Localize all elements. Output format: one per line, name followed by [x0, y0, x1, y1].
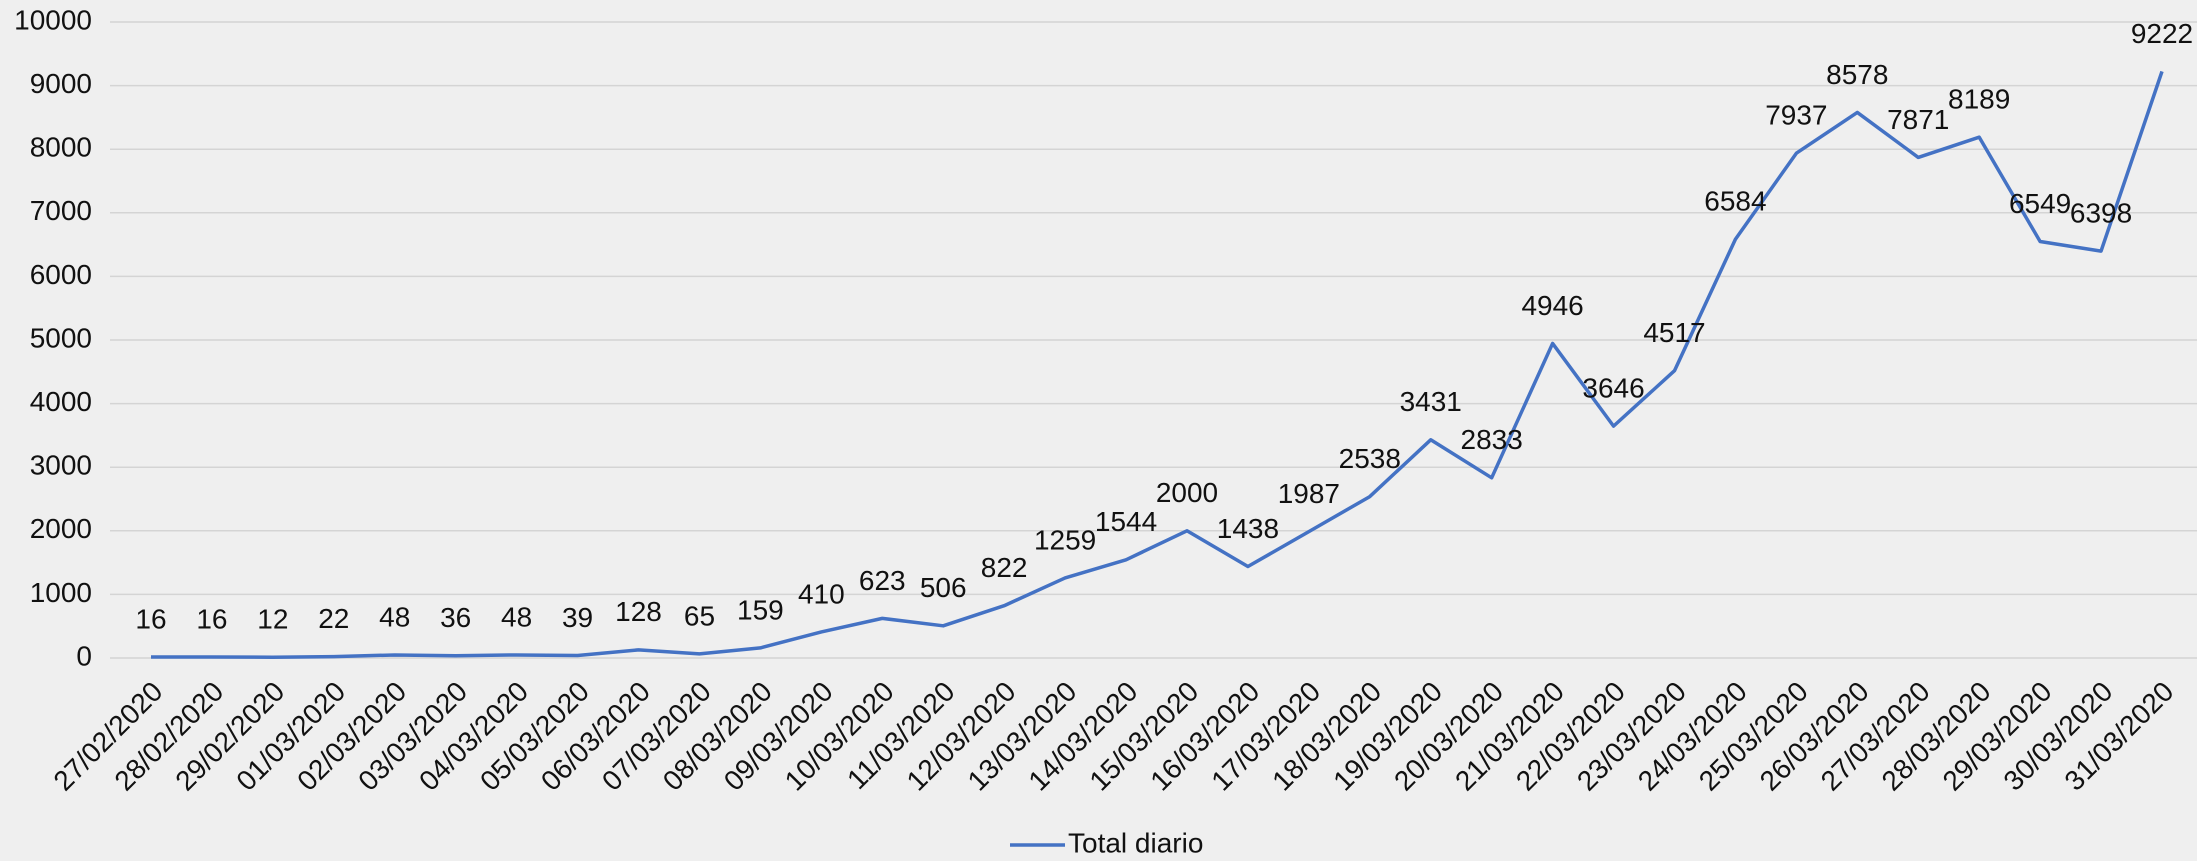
data-label: 39 [562, 602, 593, 633]
data-label: 8578 [1826, 59, 1888, 90]
data-label: 7871 [1887, 104, 1949, 135]
data-label: 22 [318, 603, 349, 634]
data-label: 6398 [2070, 197, 2132, 228]
data-label: 36 [440, 602, 471, 633]
data-label: 4946 [1521, 290, 1583, 321]
data-label: 3646 [1582, 373, 1644, 404]
y-tick-label: 8000 [30, 132, 92, 163]
y-tick-label: 9000 [30, 68, 92, 99]
data-label: 1987 [1278, 478, 1340, 509]
data-label: 6549 [2009, 188, 2071, 219]
y-tick-label: 1000 [30, 577, 92, 608]
y-tick-label: 2000 [30, 513, 92, 544]
y-tick-label: 5000 [30, 322, 92, 353]
data-label: 6584 [1704, 186, 1766, 217]
legend-label: Total diario [1068, 827, 1203, 858]
data-label: 2833 [1461, 424, 1523, 455]
data-label: 1544 [1095, 506, 1157, 537]
data-label: 16 [196, 603, 227, 634]
data-label: 128 [615, 596, 662, 627]
data-label: 12 [257, 604, 288, 635]
data-label: 1438 [1217, 513, 1279, 544]
data-label: 2538 [1339, 443, 1401, 474]
data-label: 1259 [1034, 524, 1096, 555]
data-label: 8189 [1948, 84, 2010, 115]
data-label: 2000 [1156, 477, 1218, 508]
data-label: 65 [684, 600, 715, 631]
data-label: 3431 [1400, 386, 1462, 417]
data-label: 16 [135, 603, 166, 634]
data-label: 48 [501, 601, 532, 632]
data-label: 9222 [2131, 18, 2193, 49]
line [151, 70, 2164, 659]
data-label: 822 [981, 552, 1028, 583]
data-label: 506 [920, 572, 967, 603]
data-label: 410 [798, 578, 845, 609]
data-label: 48 [379, 601, 410, 632]
y-tick-label: 0 [76, 640, 92, 671]
y-tick-label: 10000 [14, 4, 92, 35]
data-label: 7937 [1765, 100, 1827, 131]
data-label: 4517 [1643, 317, 1705, 348]
y-tick-label: 7000 [30, 195, 92, 226]
data-label: 623 [859, 565, 906, 596]
data-label: 159 [737, 594, 784, 625]
y-tick-label: 6000 [30, 259, 92, 290]
y-tick-label: 4000 [30, 386, 92, 417]
y-tick-label: 3000 [30, 450, 92, 481]
